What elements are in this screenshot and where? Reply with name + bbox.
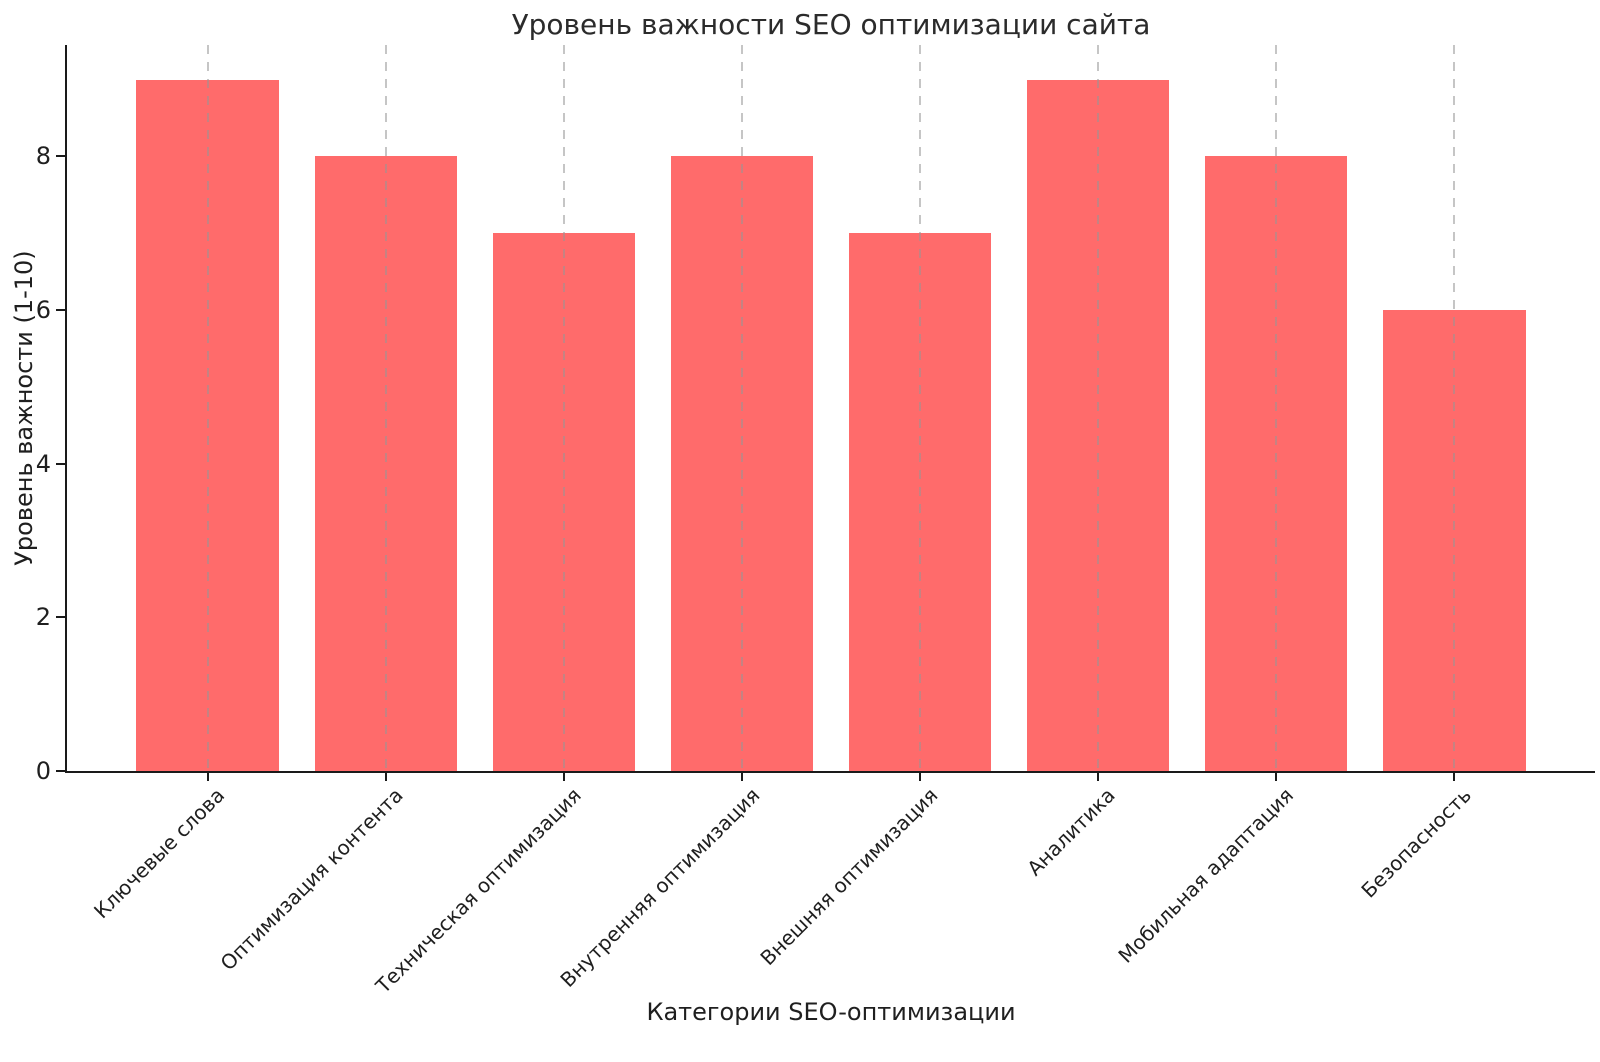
x-tick-1 [384, 773, 387, 781]
bar-0 [136, 79, 279, 771]
x-tick-label-4: Внешняя оптимизация [754, 783, 943, 971]
x-axis-label: Категории SEO-оптимизации [646, 998, 1016, 1026]
x-tick-label-5: Аналитика [1022, 783, 1121, 881]
y-tick-1 [56, 616, 65, 619]
x-tick-label-7: Безопасность [1356, 783, 1477, 903]
bar-7 [1383, 310, 1526, 771]
y-tick-label-4: 8 [35, 142, 51, 171]
bar-5 [1026, 79, 1170, 771]
y-tick-3 [56, 309, 65, 312]
x-tick-6 [1275, 773, 1278, 781]
y-axis-label: Уровень важности (1-10) [10, 250, 38, 566]
plot-area: Ключевые слова Оптимизация контента Технич… [36, 45, 1595, 998]
bar-3 [670, 156, 814, 771]
x-tick-7 [1453, 773, 1456, 781]
y-tick-label-3: 6 [35, 296, 51, 325]
y-tick-label-1: 2 [35, 603, 51, 632]
y-tick-label-0: 0 [35, 757, 51, 785]
x-tick-label-1: Оптимизация контента [215, 783, 408, 976]
y-tick-2 [56, 462, 65, 465]
bar-4 [848, 233, 992, 771]
y-tick-0 [56, 770, 65, 772]
y-tick-4 [56, 155, 65, 158]
y-tick-label-2: 4 [35, 449, 51, 478]
x-tick-3 [740, 773, 743, 781]
x-tick-label-0: Ключевые слова [89, 783, 230, 924]
x-tick-4 [919, 773, 922, 781]
x-tick-label-2: Техническая оптимизация [370, 783, 586, 998]
bar-2 [492, 233, 636, 771]
x-tick-2 [562, 773, 565, 781]
x-tick-5 [1097, 773, 1100, 781]
bar-6 [1204, 156, 1348, 771]
x-tick-0 [206, 773, 209, 781]
x-tick-label-3: Внутренняя оптимизация [555, 783, 764, 992]
chart-title: Уровень важности SEO оптимизации сайта [511, 8, 1151, 41]
bar-1 [314, 156, 457, 771]
x-tick-label-6: Мобильная адаптация [1113, 783, 1299, 968]
